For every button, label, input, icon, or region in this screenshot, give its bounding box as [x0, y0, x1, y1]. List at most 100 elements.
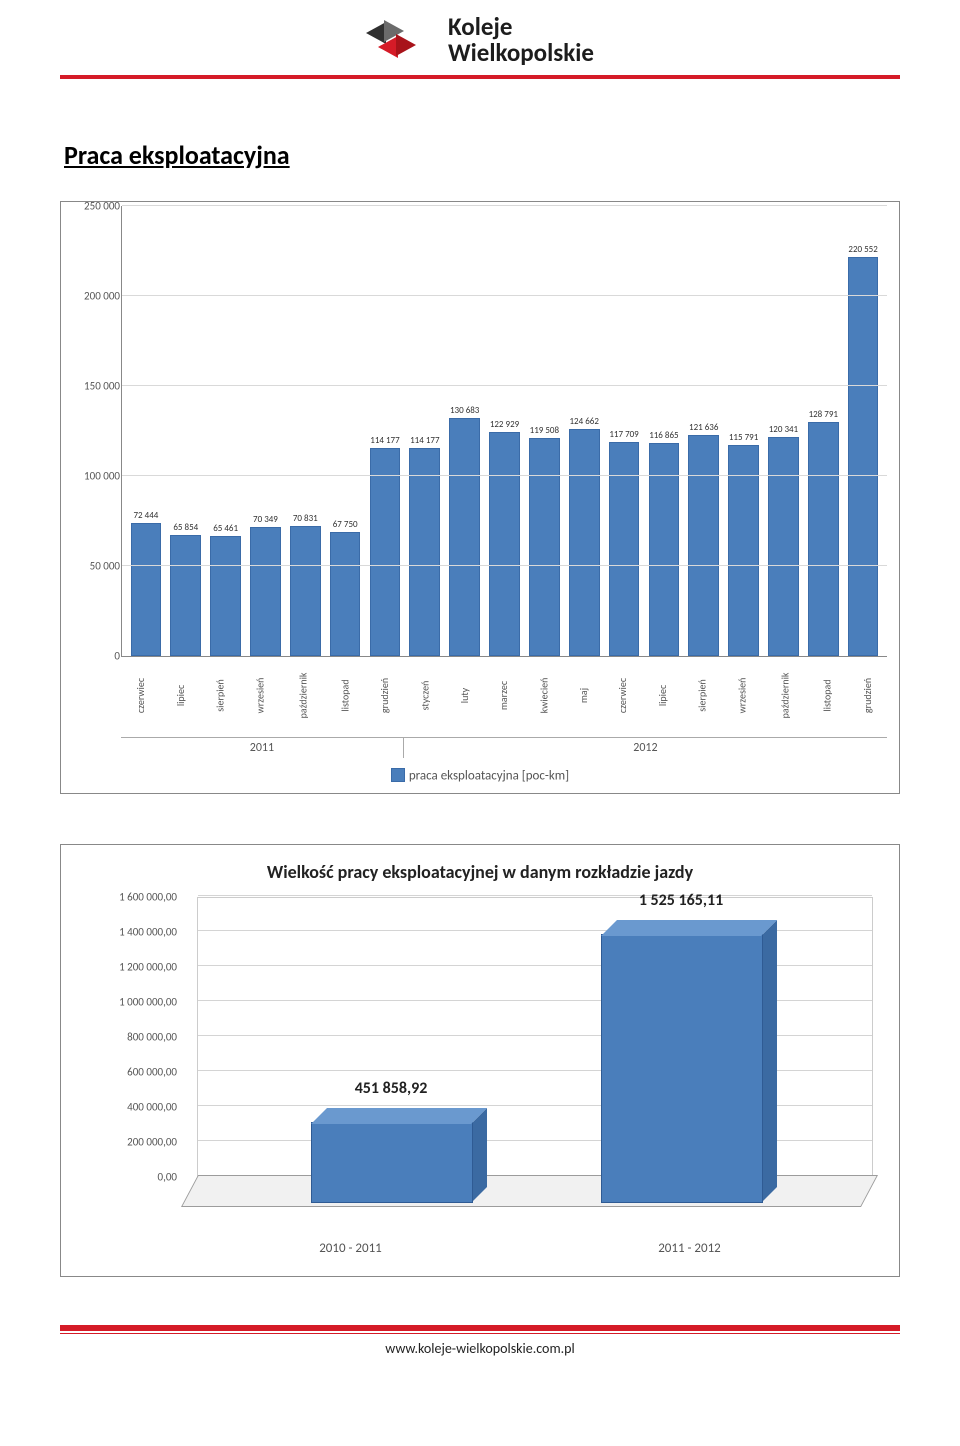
bar3d-value: 451 858,92	[291, 1079, 491, 1098]
bar-value: 128 791	[809, 409, 838, 420]
bar-wrap: 121 636	[684, 206, 724, 656]
y-tick: 600 000,00	[87, 1065, 177, 1078]
year-group: 2011	[121, 738, 403, 758]
bar-wrap: 115 791	[724, 206, 764, 656]
brand-header: Koleje Wielkopolskie	[60, 0, 900, 73]
bar	[131, 523, 162, 655]
bar	[808, 422, 839, 656]
brand-line2: Wielkopolskie	[448, 40, 594, 66]
x-label: sierpień	[696, 679, 709, 711]
bar-wrap: 117 709	[604, 206, 644, 656]
bar	[848, 257, 879, 656]
x-label: czerwiec	[617, 677, 630, 712]
x-label: 2011 - 2012	[520, 1241, 859, 1256]
x-label: luty	[458, 687, 471, 702]
bar-value: 117 709	[609, 429, 638, 440]
bar-wrap: 70 831	[285, 206, 325, 656]
bar-value: 115 791	[729, 432, 758, 443]
x-label: czerwiec	[134, 677, 147, 712]
x-label: kwiecień	[537, 677, 550, 713]
bar-value: 122 929	[490, 419, 519, 430]
y-tick: 100 000	[66, 469, 120, 482]
y-tick: 1 600 000,00	[87, 890, 177, 903]
y-tick: 0,00	[87, 1170, 177, 1183]
bar	[170, 535, 201, 656]
bar	[569, 429, 600, 655]
y-tick: 50 000	[66, 559, 120, 572]
bar-value: 120 341	[769, 424, 798, 435]
y-tick: 400 000,00	[87, 1100, 177, 1113]
legend-label: praca eksploatacyjna [poc-km]	[409, 768, 569, 783]
x-label: wrzesień	[253, 677, 266, 713]
header-divider	[60, 75, 900, 79]
bar-value: 130 683	[450, 405, 479, 416]
x-label: grudzień	[861, 677, 874, 712]
bar-wrap: 70 349	[246, 206, 286, 656]
legend-swatch	[391, 768, 405, 782]
chart1-legend: praca eksploatacyjna [poc-km]	[65, 758, 895, 787]
bar	[529, 438, 560, 655]
bar-wrap: 65 461	[206, 206, 246, 656]
x-label: marzec	[498, 680, 511, 709]
bar3d-value: 1 525 165,11	[581, 891, 781, 910]
section-title: Praca eksploatacyjna	[64, 139, 900, 171]
x-label: 2010 - 2011	[181, 1241, 520, 1256]
y-tick: 1 400 000,00	[87, 925, 177, 938]
bar-value: 70 831	[293, 513, 318, 524]
chart-praca-eksploatacyjna: 72 44465 85465 46170 34970 83167 750114 …	[60, 201, 900, 794]
bar-value: 119 508	[530, 425, 559, 436]
x-label: listopad	[821, 679, 834, 711]
bar	[688, 435, 719, 656]
bar-wrap: 114 177	[405, 206, 445, 656]
bar-wrap: 122 929	[485, 206, 525, 656]
bar-wrap: 220 552	[843, 206, 883, 656]
chart2-title: Wielkość pracy eksploatacyjnej w danym r…	[91, 861, 869, 883]
bar	[250, 527, 281, 656]
x-label: październik	[778, 672, 791, 718]
x-label: wrzesień	[736, 677, 749, 713]
y-tick: 0	[66, 649, 120, 662]
year-group: 2012	[403, 738, 887, 758]
bar-wrap: 65 854	[166, 206, 206, 656]
page-footer: www.koleje-wielkopolskie.com.pl	[60, 1325, 900, 1357]
x-label: lipiec	[174, 684, 187, 705]
x-label: lipiec	[656, 684, 669, 705]
bar	[370, 448, 401, 656]
y-tick: 150 000	[66, 379, 120, 392]
brand-logo: Koleje Wielkopolskie	[366, 14, 594, 67]
logo-icon	[366, 20, 436, 60]
y-tick: 200 000,00	[87, 1135, 177, 1148]
y-tick: 200 000	[66, 289, 120, 302]
y-tick: 800 000,00	[87, 1030, 177, 1043]
bar	[409, 448, 440, 656]
bar-value: 70 349	[253, 514, 278, 525]
bar-value: 124 662	[570, 416, 599, 427]
bar	[210, 536, 241, 656]
bar-value: 67 750	[333, 519, 358, 530]
chart-wielkosc-pracy: Wielkość pracy eksploatacyjnej w danym r…	[60, 844, 900, 1277]
x-label: grudzień	[379, 677, 392, 712]
x-label: styczeń	[418, 680, 431, 710]
y-tick: 1 200 000,00	[87, 960, 177, 973]
footer-url: www.koleje-wielkopolskie.com.pl	[385, 1340, 574, 1357]
bar	[290, 526, 321, 655]
bar-value: 114 177	[370, 435, 399, 446]
bar-wrap: 116 865	[644, 206, 684, 656]
bar-value: 65 854	[173, 522, 198, 533]
bar-wrap: 130 683	[445, 206, 485, 656]
x-label: maj	[577, 687, 590, 702]
bar-value: 114 177	[410, 435, 439, 446]
bar	[449, 418, 480, 655]
y-tick: 1 000 000,00	[87, 995, 177, 1008]
bar-value: 65 461	[213, 523, 238, 534]
y-tick: 250 000	[66, 199, 120, 212]
bar	[728, 445, 759, 655]
x-label: listopad	[339, 679, 352, 711]
bar-wrap: 128 791	[803, 206, 843, 656]
bar-wrap: 120 341	[764, 206, 804, 656]
bar-wrap: 67 750	[325, 206, 365, 656]
bar-wrap: 124 662	[564, 206, 604, 656]
x-label: październik	[296, 672, 309, 718]
bar-value: 116 865	[649, 430, 678, 441]
bar	[768, 437, 799, 656]
